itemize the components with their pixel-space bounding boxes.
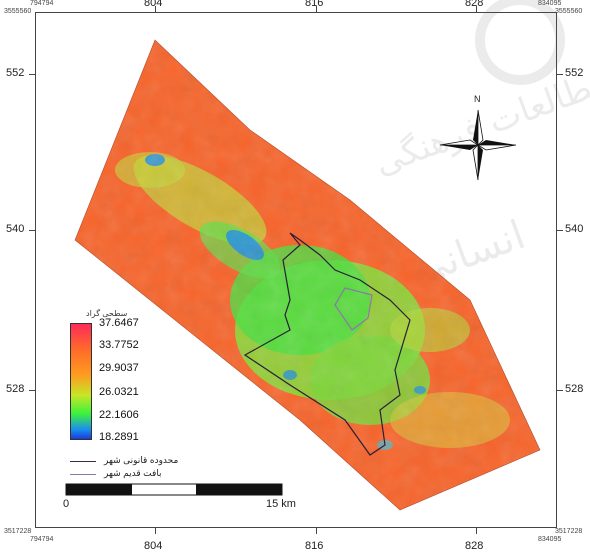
legend-label-old-fabric: بافت قدیم شهر	[104, 468, 162, 478]
left-axis-label-528: 528	[6, 383, 25, 395]
bottom-axis-label-816: 816	[305, 540, 324, 552]
scale-start-label: 0	[63, 498, 70, 510]
right-axis-label-552: 552	[565, 67, 584, 79]
corner-bottom-left-x: 794794	[30, 536, 54, 543]
top-axis-label-828: 828	[465, 0, 484, 9]
corner-top-right-x: 834095	[538, 0, 562, 7]
tick-right-528	[557, 390, 563, 391]
legend-value-1: 37.6467	[99, 317, 139, 329]
corner-bottom-right-y: 3517228	[555, 528, 583, 535]
top-axis-label-816: 816	[305, 0, 324, 9]
legend-label-legal-boundary: محدوده قانونی شهر	[104, 455, 179, 465]
legend-title: سطحی گراد	[86, 309, 128, 318]
tick-bottom-804	[155, 528, 156, 534]
legend-line-old-fabric	[70, 474, 96, 475]
bottom-axis-label-804: 804	[144, 540, 163, 552]
tick-bottom-828	[476, 528, 477, 534]
north-arrow-icon	[439, 109, 517, 181]
left-axis-label-552: 552	[6, 67, 25, 79]
scale-bar	[65, 483, 283, 496]
legal-city-boundary	[243, 232, 411, 456]
north-label: N	[474, 94, 481, 104]
corner-top-right-y: 3555560	[555, 8, 583, 15]
tick-top-816	[316, 6, 317, 12]
tick-top-804	[155, 6, 156, 12]
right-axis-label-540: 540	[565, 223, 584, 235]
tick-left-528	[29, 390, 35, 391]
legend-value-3: 29.9037	[99, 362, 139, 374]
tick-left-552	[29, 74, 35, 75]
left-axis-label-540: 540	[6, 223, 25, 235]
top-axis-label-804: 804	[144, 0, 163, 9]
legend-value-6: 18.2891	[99, 431, 139, 443]
scale-end-label: 15 km	[266, 498, 296, 510]
tick-left-540	[29, 230, 35, 231]
legend-line-legal-boundary	[70, 461, 96, 462]
corner-bottom-right-x: 834095	[538, 536, 562, 543]
legend-value-2: 33.7752	[99, 339, 139, 351]
legend-color-ramp	[70, 323, 92, 440]
corner-bottom-left-y: 3517228	[4, 528, 32, 535]
legend-value-5: 22.1606	[99, 409, 139, 421]
tick-bottom-816	[316, 528, 317, 534]
study-area-outline	[74, 39, 541, 511]
right-axis-label-528: 528	[565, 383, 584, 395]
tick-top-828	[476, 6, 477, 12]
corner-top-left-y: 3555560	[4, 8, 32, 15]
old-city-fabric-boundary	[334, 287, 373, 331]
corner-top-left-x: 794794	[30, 0, 54, 7]
bottom-axis-label-828: 828	[465, 540, 484, 552]
tick-right-552	[557, 74, 563, 75]
tick-right-540	[557, 230, 563, 231]
legend-value-4: 26.0321	[99, 386, 139, 398]
